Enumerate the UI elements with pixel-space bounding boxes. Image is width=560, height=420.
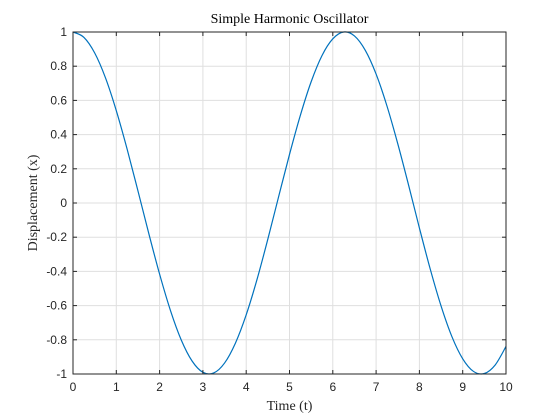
y-tick-label: 0.8	[50, 59, 67, 73]
x-tick-labels: 0 1 2 3 4 5 6 7 8 9 10	[70, 380, 513, 394]
y-tick-label: 0	[60, 196, 67, 210]
x-tick-label: 4	[243, 380, 250, 394]
y-tick-labels: 1 0.8 0.6 0.4 0.2 0 -0.2 -0.4 -0.6 -0.8 -1	[46, 25, 67, 381]
y-tick-label: -0.4	[46, 264, 67, 278]
x-tick-label: 5	[286, 380, 293, 394]
grid	[72, 31, 507, 375]
y-tick-label: 0.4	[50, 128, 67, 142]
y-tick-label: 1	[60, 25, 67, 39]
x-tick-label: 10	[499, 380, 513, 394]
x-tick-label: 9	[459, 380, 466, 394]
x-tick-label: 1	[113, 380, 120, 394]
x-tick-label: 6	[329, 380, 336, 394]
y-tick-label: -1	[56, 367, 67, 381]
x-tick-label: 7	[373, 380, 380, 394]
x-tick-label: 8	[416, 380, 423, 394]
y-tick-label: -0.8	[46, 333, 67, 347]
y-tick-label: 0.6	[50, 93, 67, 107]
y-tick-label: 0.2	[50, 162, 67, 176]
y-axis-title: Displacement (x)	[26, 154, 41, 251]
y-tick-label: -0.2	[46, 230, 67, 244]
x-tick-label: 2	[156, 380, 163, 394]
y-tick-label: -0.6	[46, 299, 67, 313]
series-line-displacement	[72, 31, 507, 375]
x-tick-label: 0	[70, 380, 77, 394]
tick-marks	[72, 31, 507, 375]
x-axis-title: Time (t)	[267, 399, 313, 414]
chart-title: Simple Harmonic Oscillator	[211, 12, 369, 27]
x-tick-label: 3	[200, 380, 207, 394]
